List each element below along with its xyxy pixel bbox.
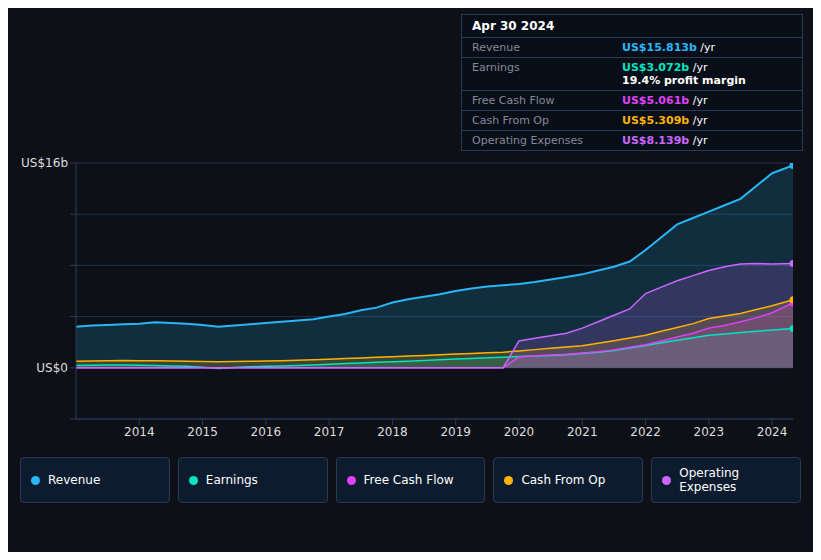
svg-text:2017: 2017 <box>314 425 345 439</box>
svg-text:2018: 2018 <box>377 425 408 439</box>
html-text:US$15.813b /yr: US$15.813b /yr <box>622 41 716 54</box>
svg-text:2020: 2020 <box>504 425 535 439</box>
html-text:US$5.061b /yr: US$5.061b /yr <box>622 94 708 107</box>
html-text:Free Cash Flow: Free Cash Flow <box>363 473 454 487</box>
svg-text:2023: 2023 <box>694 425 725 439</box>
html-text:19.4% profit margin: 19.4% profit margin <box>622 74 746 87</box>
html-text:US$3.072b /yr: US$3.072b /yr <box>622 61 708 74</box>
html-text:Operating Expenses: Operating Expenses <box>679 466 740 494</box>
html-text:US$8.139b /yr: US$8.139b /yr <box>622 134 708 147</box>
html-text:Operating Expenses: Operating Expenses <box>472 134 583 147</box>
html-text:Free Cash Flow: Free Cash Flow <box>472 94 555 107</box>
svg-text:2021: 2021 <box>567 425 598 439</box>
html-text:Revenue: Revenue <box>472 41 520 54</box>
html-text:Earnings: Earnings <box>205 473 258 487</box>
svg-text:2014: 2014 <box>124 425 155 439</box>
svg-text:2016: 2016 <box>251 425 282 439</box>
html-text:Apr 30 2024: Apr 30 2024 <box>472 19 555 33</box>
svg-text:2024: 2024 <box>757 425 788 439</box>
html-text:Cash From Op: Cash From Op <box>472 114 549 127</box>
html-text:Cash From Op: Cash From Op <box>521 473 606 487</box>
svg-text:2019: 2019 <box>440 425 471 439</box>
svg-text:US$16b: US$16b <box>21 156 68 170</box>
html-text:US$5.309b /yr: US$5.309b /yr <box>622 114 708 127</box>
html-text:Earnings: Earnings <box>472 61 520 74</box>
svg-text:2015: 2015 <box>187 425 218 439</box>
svg-text:US$0: US$0 <box>36 361 68 375</box>
svg-text:2022: 2022 <box>630 425 661 439</box>
html-text:Revenue: Revenue <box>48 473 101 487</box>
